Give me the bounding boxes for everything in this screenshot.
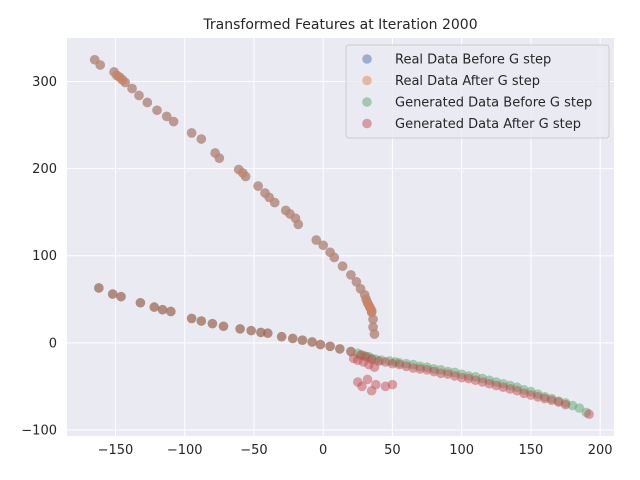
data-point xyxy=(135,297,146,308)
data-point xyxy=(152,105,162,116)
data-point xyxy=(368,314,378,325)
x-tick-label: 0 xyxy=(319,443,327,458)
data-point xyxy=(337,261,348,271)
y-tick-label: 0 xyxy=(49,336,57,351)
data-point xyxy=(351,277,362,287)
data-point xyxy=(161,111,172,122)
y-tick-label: −100 xyxy=(21,423,57,438)
x-tick-label: 150 xyxy=(518,443,543,458)
data-point xyxy=(276,331,287,342)
data-point xyxy=(335,344,345,354)
data-point xyxy=(311,235,322,245)
data-point xyxy=(186,128,197,138)
chart-title: Transformed Features at Iteration 2000 xyxy=(202,17,477,33)
legend-label: Generated Data After G step xyxy=(395,117,581,132)
legend-frame xyxy=(345,44,610,139)
data-point xyxy=(584,409,594,420)
y-tick-label: 200 xyxy=(32,162,57,177)
data-point xyxy=(214,153,225,163)
data-point xyxy=(318,240,328,251)
x-tick-label: 50 xyxy=(384,443,401,458)
data-point xyxy=(134,90,144,101)
data-point xyxy=(166,306,176,317)
data-point xyxy=(362,374,373,385)
legend-label: Real Data Before G step xyxy=(395,53,551,68)
legend-label: Generated Data Before G step xyxy=(395,96,592,111)
data-point xyxy=(269,197,280,208)
x-tick-label: −150 xyxy=(98,443,134,458)
data-point xyxy=(307,337,317,347)
x-tick-label: −50 xyxy=(240,443,267,458)
x-tick-label: 200 xyxy=(588,443,613,458)
series-4 xyxy=(94,283,594,420)
data-point xyxy=(218,321,229,332)
legend-marker xyxy=(362,75,372,86)
tick-labels: −150 −100 −50 0 50 100 150 200 −100 0 100 200 300 xyxy=(21,75,612,458)
data-point xyxy=(346,270,356,280)
data-point xyxy=(246,325,256,336)
data-point xyxy=(325,341,335,352)
data-point xyxy=(207,318,218,329)
data-point xyxy=(297,335,308,346)
data-point xyxy=(94,283,104,293)
series-2 xyxy=(89,54,380,339)
data-point xyxy=(240,171,251,182)
x-tick-label: 100 xyxy=(449,443,474,458)
legend-marker xyxy=(362,54,372,64)
data-point xyxy=(369,329,380,339)
data-point xyxy=(287,333,298,344)
legend-label: Real Data After G step xyxy=(395,74,540,89)
data-point xyxy=(157,304,168,315)
data-point xyxy=(196,316,207,326)
data-point xyxy=(142,97,153,108)
data-point xyxy=(293,219,304,230)
data-point xyxy=(168,116,179,127)
y-tick-label: 300 xyxy=(32,75,57,90)
data-point xyxy=(107,289,118,299)
data-point xyxy=(329,252,340,263)
data-point xyxy=(371,379,381,390)
data-point xyxy=(196,134,207,144)
data-point xyxy=(262,328,273,339)
legend: Real Data Before G step Real Data After G… xyxy=(345,44,610,139)
data-point xyxy=(120,77,130,88)
data-point xyxy=(315,339,326,350)
data-point xyxy=(574,403,585,413)
y-tick-label: 100 xyxy=(32,249,57,264)
data-point xyxy=(95,60,106,70)
data-point xyxy=(357,381,367,392)
data-point xyxy=(149,302,160,312)
data-point xyxy=(116,291,126,302)
data-points xyxy=(89,54,594,420)
x-tick-label: −100 xyxy=(167,443,203,458)
data-point xyxy=(387,379,398,390)
data-point xyxy=(560,399,571,410)
data-point xyxy=(127,83,137,94)
data-point xyxy=(253,181,263,191)
data-point xyxy=(186,313,197,324)
legend-marker xyxy=(362,97,372,107)
legend-marker xyxy=(362,118,372,129)
data-point xyxy=(235,324,245,334)
